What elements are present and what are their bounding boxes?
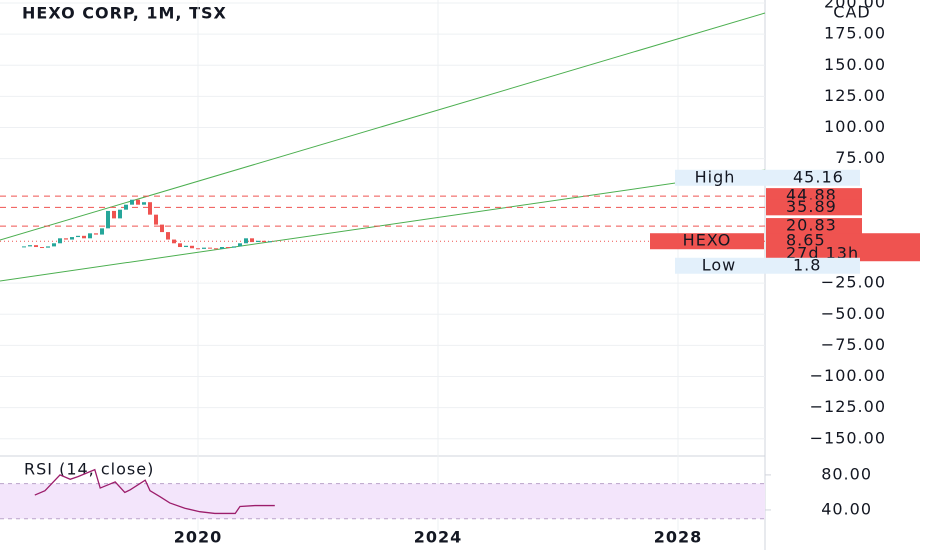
- price-tag: [766, 218, 862, 235]
- candle-body: [184, 245, 188, 248]
- chart-title: HEXO CORP, 1M, TSX: [22, 4, 227, 23]
- y-tick-label: −150.00: [810, 428, 886, 447]
- low-value: 1.8: [793, 255, 821, 274]
- trend-line: [0, 169, 766, 282]
- y-tick-label: −50.00: [821, 304, 886, 323]
- candle-body: [58, 238, 62, 244]
- candle-body: [94, 233, 98, 235]
- candle-body: [232, 246, 236, 248]
- candle-body: [208, 247, 212, 249]
- y-tick-label: 100.00: [824, 117, 886, 136]
- low-label: Low: [702, 255, 737, 274]
- candle-body: [40, 247, 44, 249]
- rsi-band: [0, 483, 765, 519]
- candle-body: [52, 243, 56, 247]
- candle-body: [124, 204, 128, 210]
- x-tick-label: 2028: [654, 528, 703, 547]
- candle-body: [166, 232, 170, 240]
- candle-body: [34, 245, 38, 248]
- y-tick-label: −125.00: [810, 397, 886, 416]
- last-price-tag: [766, 233, 920, 262]
- trend-line: [0, 12, 766, 241]
- symbol-tag: [650, 233, 764, 250]
- currency: CAD: [833, 3, 870, 22]
- rsi-line: [34, 468, 275, 515]
- candle-body: [178, 243, 182, 248]
- price-tag-label: 35.89: [786, 197, 837, 216]
- candle-body: [106, 210, 110, 229]
- y-tick-label: 150.00: [824, 55, 886, 74]
- symbol-label: HEXO: [683, 231, 732, 250]
- candle-body: [148, 202, 152, 215]
- x-tick-label: 2024: [414, 528, 463, 547]
- rsi-tick-label: 80.00: [821, 464, 872, 483]
- y-tick-label: 75.00: [835, 148, 886, 167]
- price-tag-label: 20.83: [786, 216, 837, 235]
- candle-body: [262, 240, 266, 243]
- y-tick-label: 125.00: [824, 86, 886, 105]
- high-value: 45.16: [793, 167, 844, 186]
- candle-body: [82, 235, 86, 239]
- candle-body: [154, 214, 158, 225]
- candle-body: [268, 241, 272, 243]
- candle-body: [28, 245, 32, 247]
- candle-body: [160, 224, 164, 233]
- candle-body: [202, 247, 206, 249]
- candle-body: [190, 245, 194, 249]
- candle-body: [118, 209, 122, 219]
- candle-body: [244, 238, 248, 244]
- candle-body: [172, 239, 176, 244]
- rsi-title: RSI (14, close): [24, 460, 154, 479]
- candle-body: [136, 199, 140, 205]
- candle-body: [76, 235, 80, 238]
- candle-body: [22, 246, 26, 248]
- candle-body: [220, 247, 224, 249]
- candle-body: [70, 237, 74, 240]
- high-tag: [675, 169, 860, 186]
- high-label: High: [695, 167, 736, 186]
- candle-body: [256, 240, 260, 243]
- y-tick-label: 175.00: [824, 24, 886, 43]
- y-tick-label: −100.00: [810, 366, 886, 385]
- candle-body: [64, 238, 68, 240]
- candle-body: [214, 248, 218, 250]
- candle-body: [112, 210, 116, 219]
- y-tick-label: 200.00: [824, 0, 886, 12]
- low-tag: [675, 257, 860, 274]
- candle-body: [100, 228, 104, 235]
- y-tick-label: −75.00: [821, 335, 886, 354]
- x-tick-label: 2020: [174, 528, 223, 547]
- candle-body: [142, 202, 146, 205]
- candle-body: [46, 246, 50, 248]
- candle-body: [226, 247, 230, 249]
- y-tick-label: −25.00: [821, 273, 886, 292]
- rsi-tick-label: 40.00: [821, 499, 872, 518]
- candle-body: [196, 248, 200, 250]
- candle-body: [88, 233, 92, 239]
- candle-body: [130, 199, 134, 205]
- candle-body: [250, 238, 254, 243]
- candle-body: [238, 243, 242, 247]
- last-price-label: 8.65: [786, 231, 826, 250]
- price-tag: [766, 199, 862, 216]
